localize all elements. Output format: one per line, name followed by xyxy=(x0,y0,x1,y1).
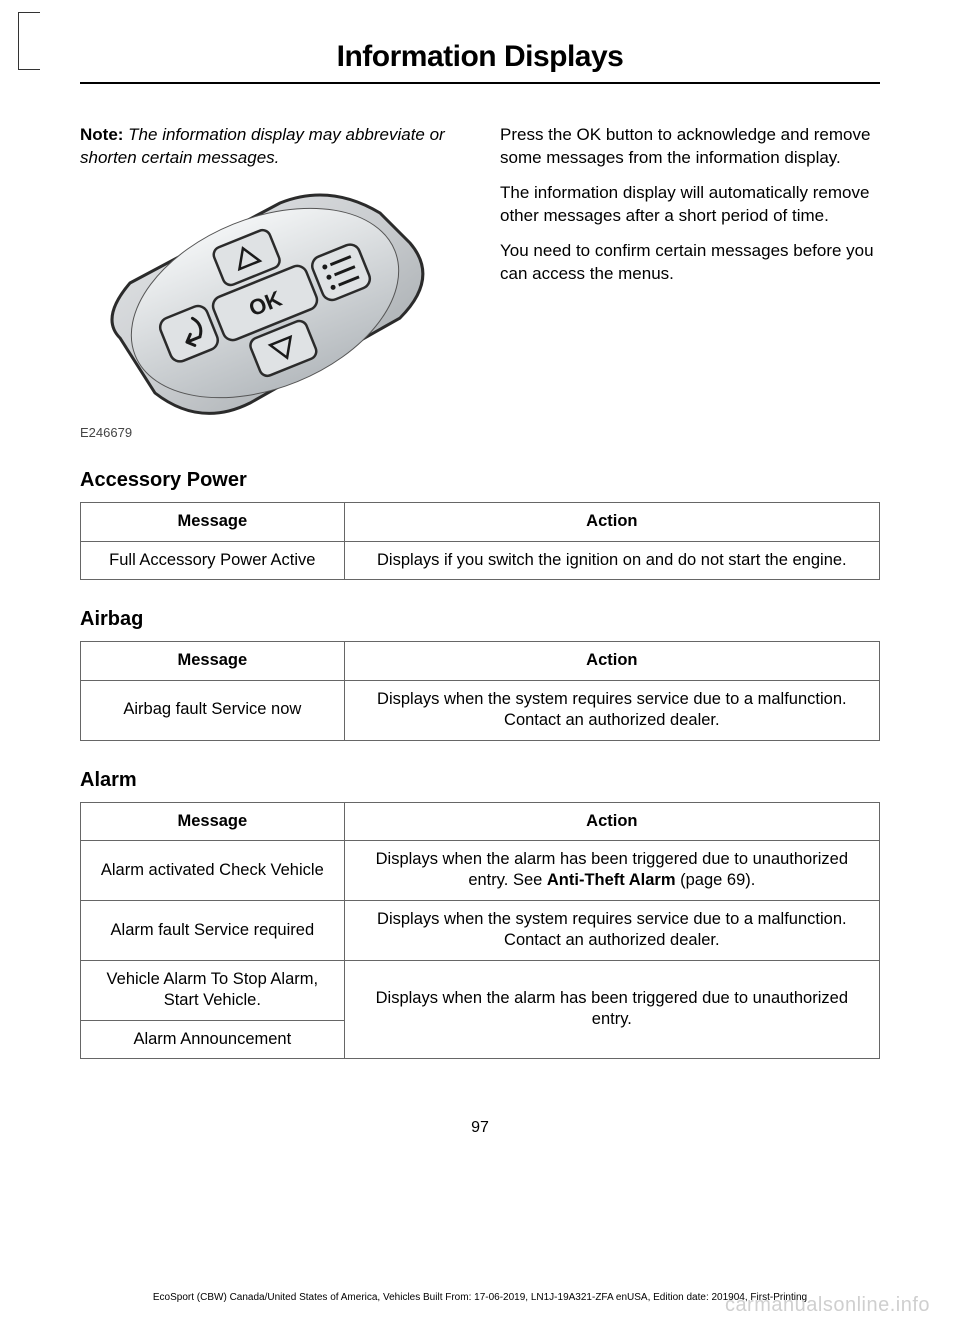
cell-message: Alarm Announcement xyxy=(81,1020,345,1058)
accessory-table: Message Action Full Accessory Power Acti… xyxy=(80,502,880,580)
section-heading-alarm: Alarm xyxy=(80,769,880,792)
action-post: (page 69). xyxy=(676,871,756,889)
airbag-table: Message Action Airbag fault Service now … xyxy=(80,641,880,740)
section-heading-airbag: Airbag xyxy=(80,608,880,631)
cell-message: Alarm fault Service required xyxy=(81,900,345,960)
table-row: Alarm activated Check Vehicle Displays w… xyxy=(81,841,880,901)
paragraph-1: Press the OK button to acknowledge and r… xyxy=(500,124,880,170)
header: Information Displays xyxy=(80,40,880,84)
cell-message: Alarm activated Check Vehicle xyxy=(81,841,345,901)
cell-action: Displays if you switch the ignition on a… xyxy=(344,541,879,579)
table-row: Vehicle Alarm To Stop Alarm, Start Vehic… xyxy=(81,960,880,1020)
watermark: carmanualsonline.info xyxy=(725,1294,930,1317)
table-header-row: Message Action xyxy=(81,802,880,840)
action-bold: Anti-Theft Alarm xyxy=(547,871,676,889)
left-column: Note: The information display may abbrev… xyxy=(80,124,460,441)
th-action: Action xyxy=(344,642,879,680)
th-message: Message xyxy=(81,642,345,680)
table-header-row: Message Action xyxy=(81,503,880,541)
table-row: Full Accessory Power Active Displays if … xyxy=(81,541,880,579)
cell-message: Airbag fault Service now xyxy=(81,680,345,740)
alarm-table: Message Action Alarm activated Check Veh… xyxy=(80,802,880,1060)
cell-action: Displays when the alarm has been trigger… xyxy=(344,841,879,901)
crop-mark xyxy=(18,12,40,70)
page: Information Displays Note: The informati… xyxy=(0,0,960,1137)
paragraph-3: You need to confirm certain messages bef… xyxy=(500,240,880,286)
dpad-illustration: OK xyxy=(80,188,440,418)
cell-message: Full Accessory Power Active xyxy=(81,541,345,579)
right-column: Press the OK button to acknowledge and r… xyxy=(500,124,880,441)
intro-columns: Note: The information display may abbrev… xyxy=(80,124,880,441)
note-text: The information display may abbreviate o… xyxy=(80,125,445,167)
table-header-row: Message Action xyxy=(81,642,880,680)
note-label: Note: xyxy=(80,125,123,144)
th-message: Message xyxy=(81,503,345,541)
note-paragraph: Note: The information display may abbrev… xyxy=(80,124,460,170)
th-action: Action xyxy=(344,503,879,541)
table-row: Alarm fault Service required Displays wh… xyxy=(81,900,880,960)
page-title: Information Displays xyxy=(80,40,880,74)
cell-message: Vehicle Alarm To Stop Alarm, Start Vehic… xyxy=(81,960,345,1020)
section-heading-accessory: Accessory Power xyxy=(80,469,880,492)
th-action: Action xyxy=(344,802,879,840)
paragraph-2: The information display will automatical… xyxy=(500,182,880,228)
page-number: 97 xyxy=(80,1119,880,1137)
cell-action: Displays when the system requires servic… xyxy=(344,680,879,740)
figure-caption: E246679 xyxy=(80,424,460,442)
table-row: Airbag fault Service now Displays when t… xyxy=(81,680,880,740)
cell-action: Displays when the system requires servic… xyxy=(344,900,879,960)
th-message: Message xyxy=(81,802,345,840)
cell-action-merged: Displays when the alarm has been trigger… xyxy=(344,960,879,1058)
controls-figure: OK xyxy=(80,188,460,442)
